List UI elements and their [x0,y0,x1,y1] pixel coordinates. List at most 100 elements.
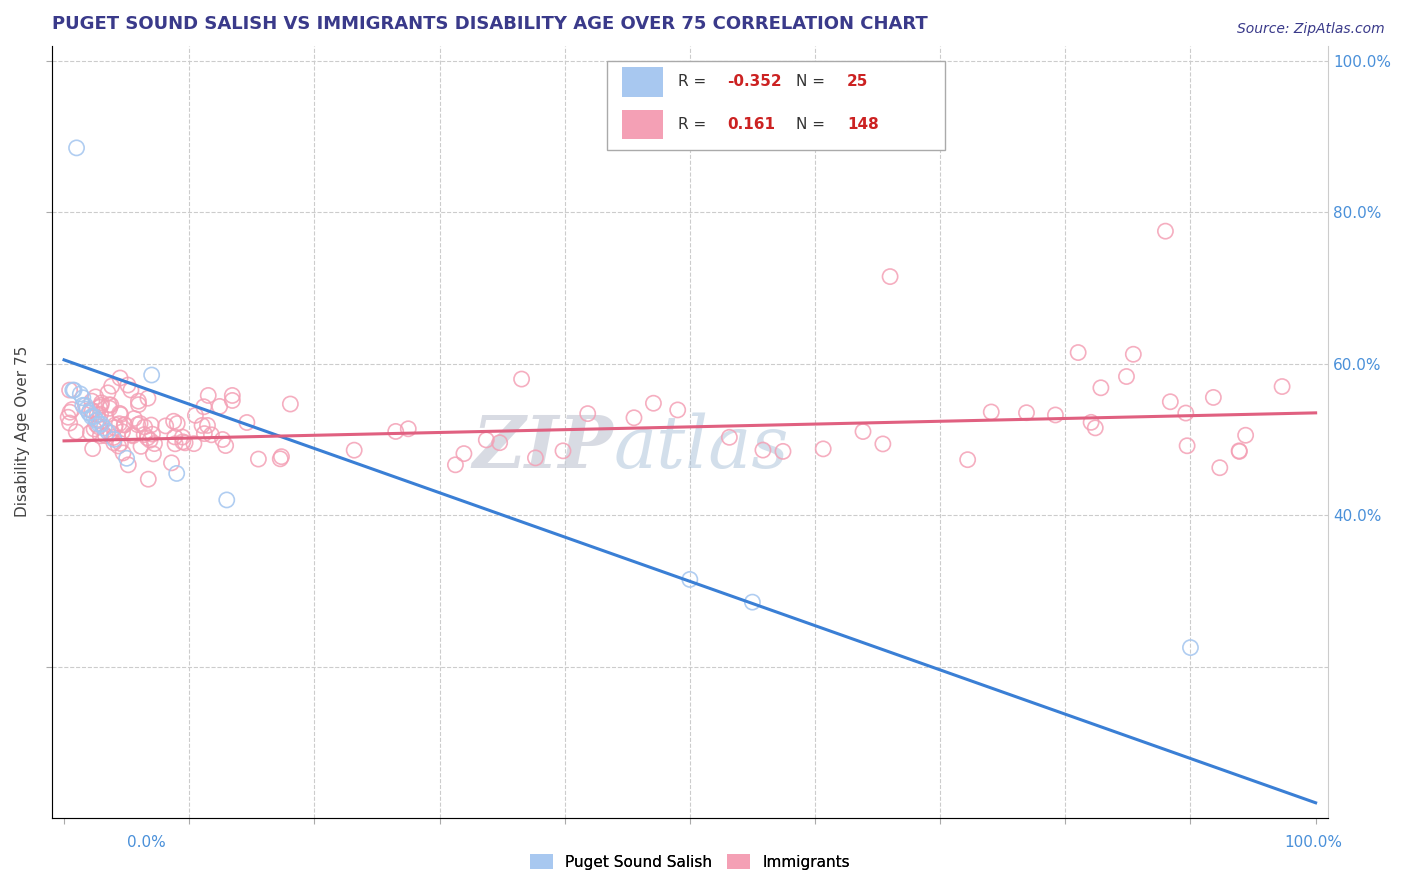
Text: 25: 25 [846,74,869,89]
Point [247,452,270,467]
Point [155,418,177,433]
Point [139,433,162,447]
Point [1227,443,1250,458]
Point [879,269,901,284]
Point [100,379,122,393]
Point [211,433,233,447]
Point [110,408,132,422]
Point [117,378,139,392]
Text: -0.352: -0.352 [727,74,782,89]
Point [98,401,121,416]
Point [1180,640,1202,655]
Point [104,417,127,432]
Point [956,452,979,467]
Point [100,398,122,412]
Point [87,417,110,432]
Point [107,439,129,453]
Point [221,388,243,402]
Text: 148: 148 [846,117,879,132]
Point [94,428,117,442]
Point [280,397,302,411]
Point [83,422,105,436]
Point [475,433,498,447]
Point [115,451,138,466]
Point [121,427,143,442]
Point [718,430,741,444]
Point [679,573,702,587]
Point [65,141,87,155]
Point [1154,224,1177,238]
Point [852,425,875,439]
Point [111,425,134,439]
Point [136,431,159,445]
Point [129,439,152,453]
Point [510,372,533,386]
Point [166,417,188,431]
Point [97,385,120,400]
Point [56,410,79,425]
Point [524,450,547,465]
Text: R =: R = [678,74,711,89]
Point [136,472,159,486]
Point [108,417,131,431]
Point [62,383,84,397]
Point [1015,406,1038,420]
Point [444,458,467,472]
Point [59,383,82,397]
Point [77,406,100,420]
Point [551,443,574,458]
Point [172,430,194,444]
Point [139,418,162,433]
Point [100,425,122,440]
FancyBboxPatch shape [623,67,664,96]
Point [134,420,156,434]
Point [666,403,689,417]
Point [93,421,115,435]
Text: atlas: atlas [613,412,789,483]
Point [488,435,510,450]
Point [221,393,243,408]
Point [174,435,197,450]
Point [82,403,104,417]
Point [112,417,135,432]
Point [576,407,599,421]
Point [63,383,86,397]
Point [69,387,91,401]
Point [193,426,215,441]
Point [114,417,136,432]
Point [76,402,98,417]
Text: N =: N = [796,74,830,89]
Point [193,400,215,414]
Point [89,401,111,415]
Point [1122,347,1144,361]
Point [129,417,152,431]
FancyBboxPatch shape [607,62,945,150]
Point [75,398,97,412]
Point [872,437,894,451]
Point [108,406,131,420]
Point [811,442,834,456]
Point [1174,406,1197,420]
Point [90,417,112,432]
Point [143,436,166,450]
Point [121,429,143,443]
Point [90,396,112,410]
Point [1045,408,1067,422]
Point [741,595,763,609]
Point [112,446,135,460]
Text: 0.0%: 0.0% [127,835,166,850]
Legend: Puget Sound Salish, Immigrants: Puget Sound Salish, Immigrants [523,847,856,876]
Point [87,419,110,434]
Point [160,456,183,470]
Text: ZIP: ZIP [472,412,613,483]
Point [1271,379,1294,393]
Point [163,430,186,444]
Point [84,390,107,404]
Text: Source: ZipAtlas.com: Source: ZipAtlas.com [1237,22,1385,37]
Point [86,413,108,427]
Text: 0.161: 0.161 [727,117,775,132]
Point [772,444,794,458]
Point [103,433,125,447]
Point [1209,460,1232,475]
Text: PUGET SOUND SALISH VS IMMIGRANTS DISABILITY AGE OVER 75 CORRELATION CHART: PUGET SOUND SALISH VS IMMIGRANTS DISABIL… [52,15,928,33]
